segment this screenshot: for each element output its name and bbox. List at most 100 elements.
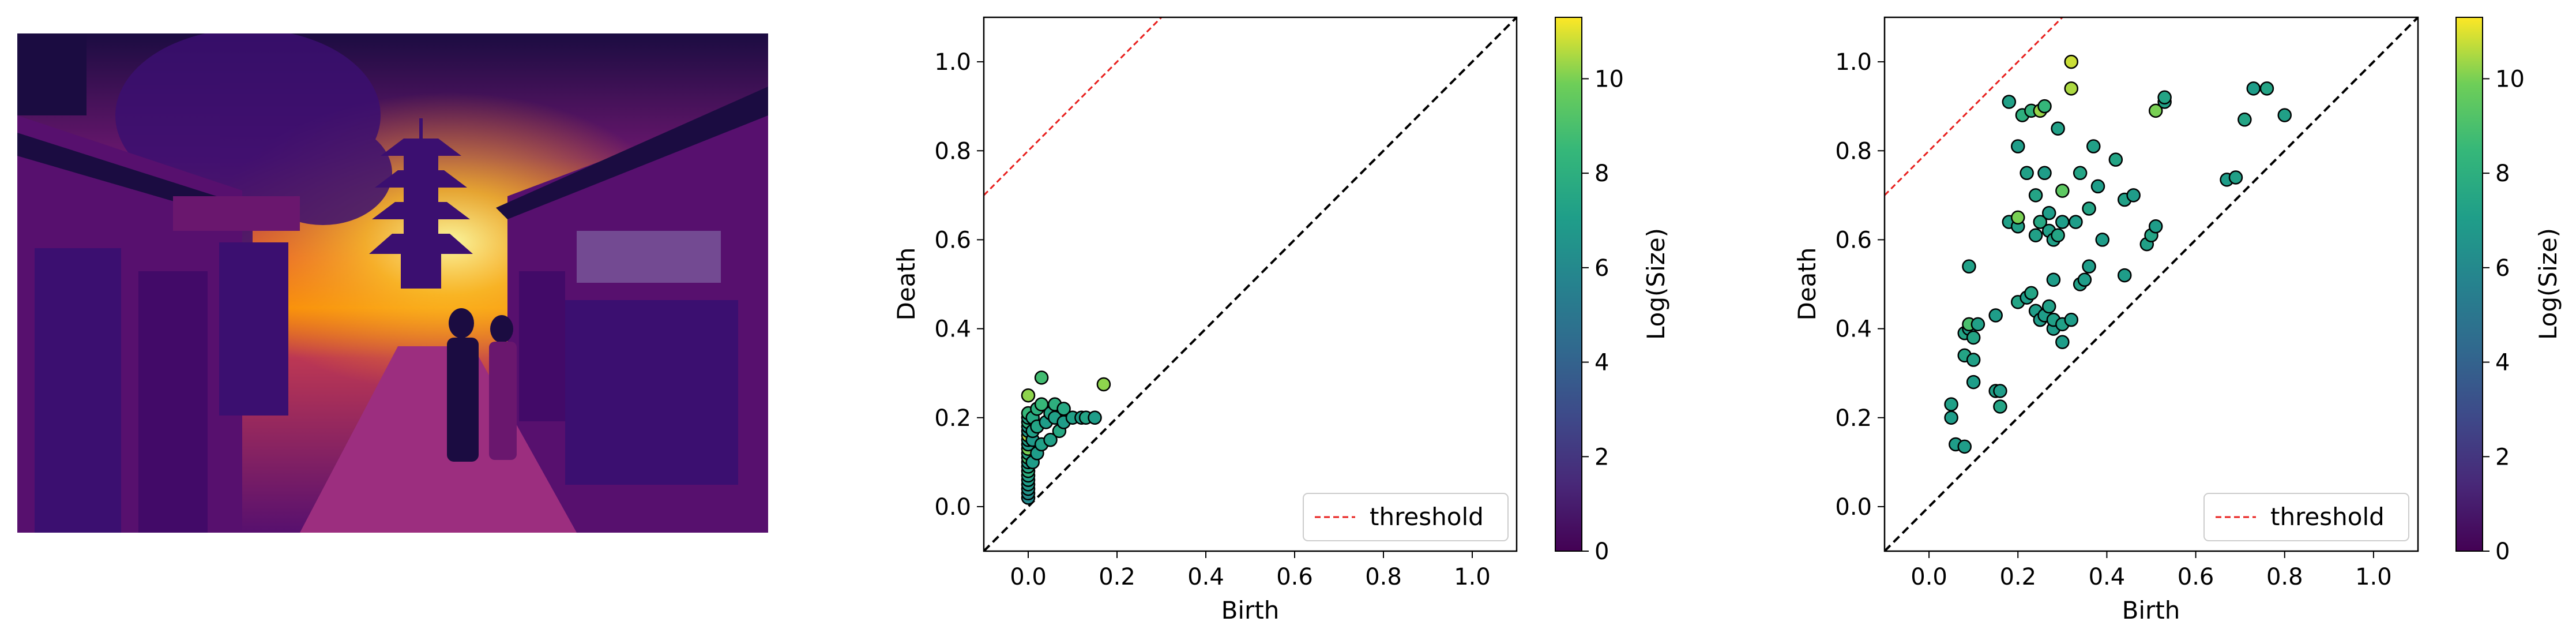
- inferno-image: [17, 33, 768, 533]
- colorbar-label: Log(Size): [1642, 228, 1670, 340]
- scatter-point: [2095, 233, 2109, 247]
- tree-silhouette: [115, 33, 392, 260]
- axes-frame: [1883, 16, 2419, 552]
- scatter-point: [2011, 210, 2025, 225]
- pagoda-silhouette: [369, 118, 473, 289]
- x-tick-label: 0.4: [1187, 564, 1224, 590]
- legend: threshold: [1303, 493, 1509, 541]
- scatter-point: [2064, 54, 2078, 69]
- scatter-point: [2277, 108, 2292, 122]
- x-tick-label: 0.8: [1365, 564, 1402, 590]
- scatter-point: [1043, 433, 1058, 447]
- x-tick-label: 0.0: [1911, 564, 1947, 590]
- scatter-point: [2237, 113, 2252, 127]
- colorbar-tick-label: 8: [2495, 160, 2510, 187]
- scatter-point: [2064, 312, 2078, 327]
- scatter-point: [1988, 308, 2003, 323]
- diagonal-line: [1885, 17, 2418, 551]
- left-buildings: [17, 33, 300, 533]
- y-tick-label: 0.8: [934, 138, 971, 164]
- x-tick-label: 0.6: [1276, 564, 1313, 590]
- x-tick-label: 0.2: [1099, 564, 1135, 590]
- y-tick-label: 0.2: [1835, 405, 1872, 432]
- scatter-point: [2108, 152, 2123, 167]
- y-ticks: 0.0 0.2 0.4 0.6 0.8 1.0: [934, 49, 984, 521]
- scatter-point: [2064, 81, 2078, 96]
- scatter-point: [2020, 166, 2034, 181]
- scatter-point: [1993, 399, 2007, 414]
- colorbar: 0 2 4 6 8 10 Log(Size): [1555, 17, 1670, 565]
- scatter-points: [1944, 54, 2292, 454]
- scatter-points: [1021, 370, 1111, 505]
- scatter-point: [2069, 215, 2083, 229]
- scatter-point: [1096, 377, 1111, 392]
- scatter-point: [2148, 103, 2163, 118]
- scatter-point: [1034, 370, 1049, 385]
- x-ticks: 0.0 0.2 0.4 0.6 0.8 1.0: [1010, 551, 1491, 590]
- y-tick-label: 1.0: [934, 49, 971, 76]
- scatter-point: [2055, 184, 2070, 198]
- colorbar-tick-label: 4: [2495, 350, 2510, 376]
- scatter-point: [1970, 317, 1985, 332]
- x-tick-label: 0.0: [1010, 564, 1047, 590]
- people-silhouettes: [447, 308, 517, 462]
- x-axis-label: Birth: [2122, 596, 2180, 624]
- persistence-diagram-1: 0.0 0.2 0.4 0.6 0.8 1.0 0.0 0.2 0.4 0.6 0.8 1.0 Bi…: [892, 16, 1670, 624]
- legend-label: threshold: [2270, 503, 2385, 531]
- scatter-point: [2051, 121, 2065, 136]
- x-ticks: 0.0 0.2 0.4 0.6 0.8 1.0: [1911, 551, 2392, 590]
- scatter-point: [2148, 219, 2163, 234]
- colorbar: 0 2 4 6 8 10 Log(Size): [2455, 17, 2562, 565]
- scatter-point: [2118, 268, 2132, 283]
- colorbar-tick-label: 2: [2495, 444, 2510, 470]
- right-buildings: [496, 87, 768, 533]
- x-tick-label: 1.0: [2355, 564, 2392, 590]
- street: [300, 346, 577, 533]
- y-tick-label: 0.8: [1835, 138, 1872, 164]
- colorbar-ticks: 0 2 4 6 8 10: [1582, 66, 1624, 565]
- scatter-point: [1993, 384, 2007, 398]
- scatter-point: [1957, 439, 1972, 454]
- colorbar-label: Log(Size): [2534, 228, 2562, 340]
- scatter-point: [1088, 410, 1102, 425]
- y-ticks: 0.0 0.2 0.4 0.6 0.8 1.0: [1835, 49, 1885, 521]
- colorbar-tick-label: 0: [2495, 538, 2510, 565]
- colorbar-tick-label: 10: [2495, 66, 2525, 92]
- scatter-point: [2082, 259, 2096, 274]
- colorbar-tick-label: 0: [1595, 538, 1609, 565]
- y-tick-label: 0.6: [934, 227, 971, 253]
- scatter-point: [2055, 335, 2070, 349]
- y-tick-label: 1.0: [1835, 49, 1872, 76]
- scatter-point: [1966, 353, 1981, 367]
- scatter-point: [2037, 99, 2052, 114]
- legend: threshold: [2203, 493, 2409, 541]
- colorbar-tick-label: 10: [1595, 66, 1624, 92]
- scatter-point: [2002, 95, 2017, 109]
- colorbar-tick-label: 2: [1595, 444, 1609, 470]
- y-tick-label: 0.4: [1835, 316, 1872, 343]
- scatter-point: [2011, 139, 2025, 154]
- scatter-point: [1056, 402, 1071, 416]
- scatter-point: [1966, 375, 1981, 390]
- legend-box: [2203, 493, 2409, 541]
- colorbar-tick-label: 4: [1595, 350, 1609, 376]
- x-tick-label: 0.8: [2266, 564, 2303, 590]
- colorbar-tick-label: 6: [1595, 255, 1609, 282]
- colorbar-tick-label: 6: [2495, 255, 2510, 282]
- x-tick-label: 1.0: [1454, 564, 1491, 590]
- axes-frame: [983, 16, 1518, 552]
- persistence-diagram-2: 0.0 0.2 0.4 0.6 0.8 1.0 0.0 0.2 0.4 0.6 0.8 1.0 Bi…: [1793, 16, 2562, 624]
- scatter-point: [1962, 259, 1976, 274]
- scatter-point: [1966, 330, 1981, 345]
- x-tick-label: 0.4: [2089, 564, 2126, 590]
- colorbar-gradient: [1555, 17, 1582, 552]
- diagonal-line: [984, 17, 1517, 551]
- y-axis-label: Death: [1793, 247, 1821, 320]
- scatter-point: [2090, 179, 2105, 194]
- scatter-point: [2086, 139, 2101, 154]
- scatter-point: [1944, 397, 1958, 411]
- scatter-point: [2082, 201, 2096, 216]
- y-tick-label: 0.6: [1835, 227, 1872, 253]
- scatter-point: [2046, 272, 2061, 287]
- scatter-point: [2037, 166, 2052, 181]
